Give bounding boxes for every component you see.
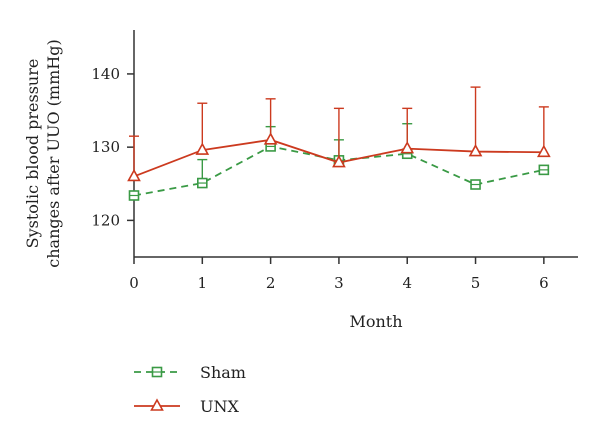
series-layer <box>127 86 551 201</box>
legend-marker-unx <box>150 398 164 411</box>
data-point-unx <box>536 144 551 158</box>
x-tick-label: 3 <box>334 274 344 292</box>
y-tick-label: 120 <box>91 211 120 229</box>
y-axis-title-line-2: changes after UUO (mmHg) <box>44 39 63 267</box>
data-point-unx <box>127 168 141 182</box>
x-tick-label: 0 <box>129 274 139 292</box>
x-tick-label: 6 <box>539 274 549 292</box>
legend-item-unx: UNX <box>134 397 239 416</box>
axes <box>133 30 578 258</box>
data-point-unx <box>332 154 346 168</box>
x-tick-label: 5 <box>471 274 481 292</box>
x-tick-label: 4 <box>402 274 412 292</box>
x-ticks: 0 1 2 3 4 5 6 <box>129 257 549 292</box>
legend-swatch-sham <box>134 366 180 378</box>
legend-label-unx: UNX <box>200 397 239 416</box>
legend-swatch-unx <box>134 398 180 411</box>
legend-item-sham: Sham <box>134 363 246 382</box>
legend-label-sham: Sham <box>200 363 246 382</box>
series-unx <box>127 86 551 182</box>
x-tick-label: 2 <box>266 274 276 292</box>
y-tick-label: 130 <box>91 138 120 156</box>
y-axis-title: Systolic blood pressure changes after UU… <box>23 39 63 267</box>
y-ticks: 120 130 140 <box>91 65 134 229</box>
data-point-unx <box>468 143 483 157</box>
x-tick-label: 1 <box>198 274 208 292</box>
data-point-unx <box>400 140 415 154</box>
legend: Sham UNX <box>134 363 246 416</box>
y-axis-title-line-1: Systolic blood pressure <box>23 59 42 249</box>
data-point-unx <box>195 142 210 155</box>
y-tick-label: 140 <box>91 65 120 83</box>
data-point-unx <box>263 132 278 145</box>
x-axis-title: Month <box>349 312 402 331</box>
